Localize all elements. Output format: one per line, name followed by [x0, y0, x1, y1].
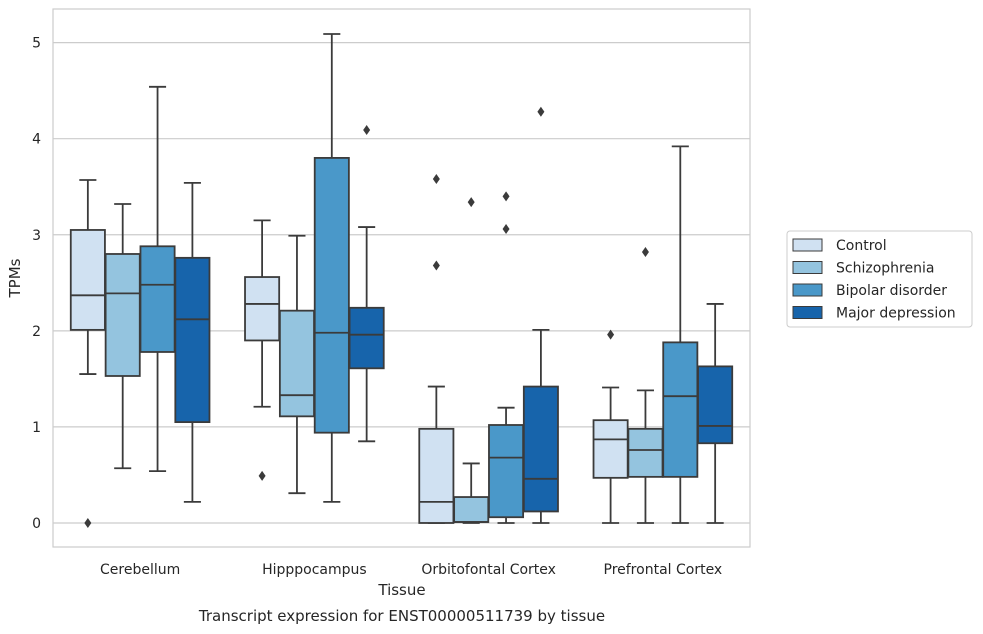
box-iqr	[627, 427, 664, 478]
box-iqr	[313, 157, 350, 434]
box-iqr	[174, 256, 211, 424]
y-tick-label: 3	[32, 228, 41, 244]
y-ticks: 0 1 2 3 4 5	[32, 36, 41, 532]
box-iqr	[592, 419, 629, 479]
x-ticks: Cerebellum Hipppocampus Orbitofontal Corte…	[100, 562, 722, 578]
legend-label: Control	[836, 238, 887, 254]
y-tick-label: 5	[32, 36, 41, 52]
box-2-2	[488, 191, 525, 524]
box-plots	[69, 33, 734, 528]
box-iqr	[453, 496, 490, 523]
box-iqr	[488, 424, 525, 519]
box-iqr	[278, 309, 315, 418]
box-iqr	[697, 365, 734, 445]
box-3-2	[522, 106, 559, 524]
box-0-2	[418, 174, 455, 524]
outlier-marker	[363, 125, 371, 136]
x-tick-label: Orbitofontal Cortex	[421, 562, 556, 578]
box-iqr	[244, 276, 281, 342]
y-tick-label: 1	[32, 420, 41, 436]
box-2-0	[139, 85, 176, 473]
plot-frame	[52, 8, 751, 548]
outlier-marker	[502, 191, 510, 202]
box-3-0	[174, 181, 211, 503]
chart-caption: Transcript expression for ENST0000051173…	[198, 607, 605, 625]
outlier-marker	[84, 517, 92, 528]
y-axis-label: TPMs	[6, 258, 24, 298]
legend-frame	[786, 230, 973, 328]
legend-swatch	[792, 238, 823, 252]
box-iqr	[69, 229, 106, 331]
outlier-marker	[432, 260, 440, 271]
box-3-1	[348, 125, 385, 443]
legend-label: Bipolar disorder	[836, 283, 947, 299]
legend-label: Schizophrenia	[836, 261, 934, 277]
box-1-3	[627, 247, 664, 524]
box-iqr	[418, 427, 455, 524]
outlier-marker	[607, 329, 615, 340]
box-0-1	[244, 219, 281, 481]
box-1-2	[453, 197, 490, 524]
y-tick-label: 2	[32, 324, 41, 340]
box-2-1	[313, 33, 350, 503]
y-tick-label: 4	[32, 132, 41, 148]
legend-swatch	[792, 283, 823, 297]
x-axis-label: Tissue	[377, 581, 425, 599]
box-iqr	[522, 385, 559, 513]
x-tick-label: Prefrontal Cortex	[604, 562, 723, 578]
y-tick-label: 0	[32, 516, 41, 532]
box-iqr	[348, 306, 385, 370]
box-3-3	[697, 303, 734, 524]
outlier-marker	[502, 224, 510, 235]
box-iqr	[139, 245, 176, 353]
box-iqr	[104, 253, 141, 377]
box-0-3	[592, 329, 629, 524]
legend-swatch	[792, 306, 823, 319]
legend: Control Schizophrenia Bipolar disorder Majo…	[786, 230, 973, 328]
legend-swatch	[792, 261, 823, 274]
outlier-marker	[641, 247, 649, 258]
box-0-0	[69, 179, 106, 528]
box-2-3	[662, 145, 699, 524]
x-tick-label: Hipppocampus	[262, 562, 367, 578]
outlier-marker	[258, 470, 266, 481]
box-iqr	[662, 341, 699, 478]
box-1-1	[278, 234, 315, 495]
outlier-marker	[537, 106, 545, 117]
outlier-marker	[467, 197, 475, 208]
legend-label: Major depression	[836, 306, 956, 322]
outlier-marker	[432, 174, 440, 185]
x-tick-label: Cerebellum	[100, 562, 180, 578]
box-1-0	[104, 203, 141, 470]
